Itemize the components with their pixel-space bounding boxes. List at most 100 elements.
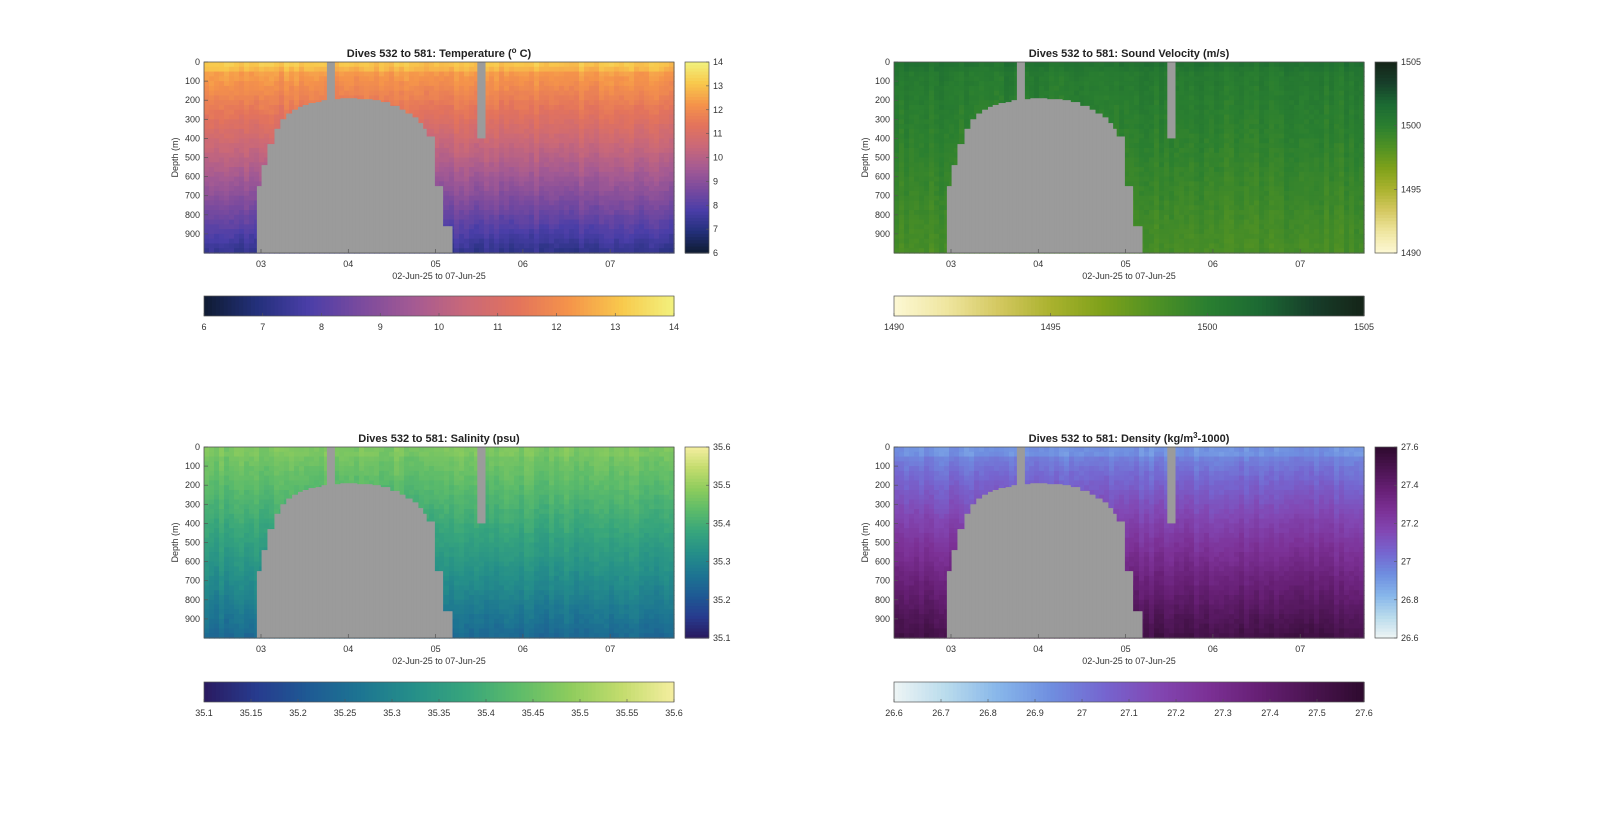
heatmap-cell — [414, 104, 420, 111]
colorbar-segment — [493, 296, 499, 316]
heatmap-cell — [339, 76, 345, 82]
heatmap-cell — [449, 128, 455, 135]
heatmap-cell — [209, 219, 215, 225]
heatmap-cell — [624, 133, 630, 140]
heatmap-cell — [984, 81, 990, 87]
colorbar-segment — [384, 296, 389, 316]
heatmap-cell — [624, 90, 630, 97]
heatmap-cell — [934, 157, 940, 163]
heatmap-cell — [574, 157, 580, 163]
heatmap-cell — [594, 210, 600, 216]
heatmap-cell — [379, 66, 385, 73]
heatmap-cell — [649, 124, 655, 130]
heatmap-cell — [299, 76, 305, 82]
heatmap-cell — [429, 71, 435, 77]
colorbar-segment — [419, 296, 424, 316]
heatmap-cell — [204, 133, 210, 140]
heatmap-cell — [469, 90, 475, 97]
heatmap-cell — [584, 76, 590, 82]
heatmap-cell — [899, 205, 905, 211]
heatmap-cell — [344, 81, 350, 87]
heatmap-cell — [894, 147, 900, 154]
heatmap-cell — [579, 205, 585, 211]
heatmap-cell — [494, 210, 500, 216]
heatmap-cell — [444, 157, 450, 163]
heatmap-cell — [514, 171, 520, 178]
heatmap-cell — [964, 62, 970, 68]
heatmap-cell — [949, 152, 955, 159]
heatmap-cell — [549, 152, 555, 159]
title-main: Dives 532 to 581: Temperature ( — [347, 48, 512, 60]
heatmap-cell — [564, 186, 570, 192]
heatmap-cell — [304, 62, 310, 68]
heatmap-cell — [279, 104, 285, 111]
heatmap-cell — [574, 162, 580, 168]
heatmap-cell — [664, 176, 670, 182]
heatmap-cell — [914, 195, 920, 202]
heatmap-cell — [994, 62, 1000, 68]
no-data-region — [347, 98, 350, 253]
heatmap-cell — [259, 90, 265, 97]
heatmap-cell — [529, 152, 535, 159]
heatmap-cell — [944, 224, 950, 230]
no-data-region — [269, 144, 272, 253]
heatmap-cell — [599, 214, 605, 221]
heatmap-cell — [454, 219, 460, 225]
heatmap-cell — [214, 167, 220, 173]
no-data-region — [327, 99, 330, 253]
heatmap-cell — [219, 200, 225, 206]
heatmap-cell — [599, 138, 605, 144]
heatmap-cell — [394, 66, 400, 73]
heatmap-cell — [204, 100, 210, 106]
heatmap-cell — [469, 167, 475, 173]
heatmap-cell — [404, 104, 410, 111]
heatmap-cell — [569, 181, 575, 187]
heatmap-cell — [929, 62, 935, 68]
heatmap-cell — [449, 114, 455, 120]
heatmap-cell — [504, 233, 510, 240]
heatmap-cell — [219, 95, 225, 101]
heatmap-cell — [274, 104, 280, 111]
heatmap-cell — [459, 229, 465, 235]
heatmap-cell — [449, 85, 455, 92]
heatmap-cell — [924, 238, 930, 245]
heatmap-cell — [584, 214, 590, 221]
heatmap-cell — [224, 71, 230, 77]
x-tick-label: 05 — [431, 259, 441, 269]
heatmap-cell — [534, 176, 540, 182]
heatmap-cell — [904, 85, 910, 92]
heatmap-cell — [204, 214, 210, 221]
heatmap-cell — [574, 200, 580, 206]
heatmap-cell — [929, 171, 935, 178]
heatmap-cell — [519, 229, 525, 235]
heatmap-cell — [464, 205, 470, 211]
heatmap-cell — [934, 81, 940, 87]
heatmap-cell — [214, 200, 220, 206]
heatmap-cell — [919, 190, 925, 197]
heatmap-cell — [569, 147, 575, 154]
heatmap-cell — [909, 176, 915, 182]
y-tick-label: 700 — [185, 191, 200, 201]
heatmap-cell — [594, 124, 600, 130]
heatmap-cell — [229, 152, 235, 159]
heatmap-cell — [624, 186, 630, 192]
colorbar-segment — [685, 128, 709, 133]
heatmap-cell — [604, 71, 610, 77]
heatmap-cell — [899, 124, 905, 130]
heatmap-cell — [989, 71, 995, 77]
heatmap-cell — [634, 248, 640, 254]
heatmap-cell — [489, 210, 495, 216]
heatmap-cell — [444, 133, 450, 140]
heatmap-cell — [654, 233, 660, 240]
heatmap-cell — [289, 90, 295, 97]
heatmap-cell — [934, 143, 940, 149]
heatmap-cell — [589, 152, 595, 159]
heatmap-cell — [904, 233, 910, 240]
heatmap-cell — [619, 71, 625, 77]
heatmap-cell — [914, 138, 920, 144]
heatmap-cell — [899, 109, 905, 116]
heatmap-cell — [224, 66, 230, 73]
heatmap-cell — [504, 85, 510, 92]
heatmap-cell — [894, 62, 900, 68]
heatmap-cell — [509, 119, 515, 125]
